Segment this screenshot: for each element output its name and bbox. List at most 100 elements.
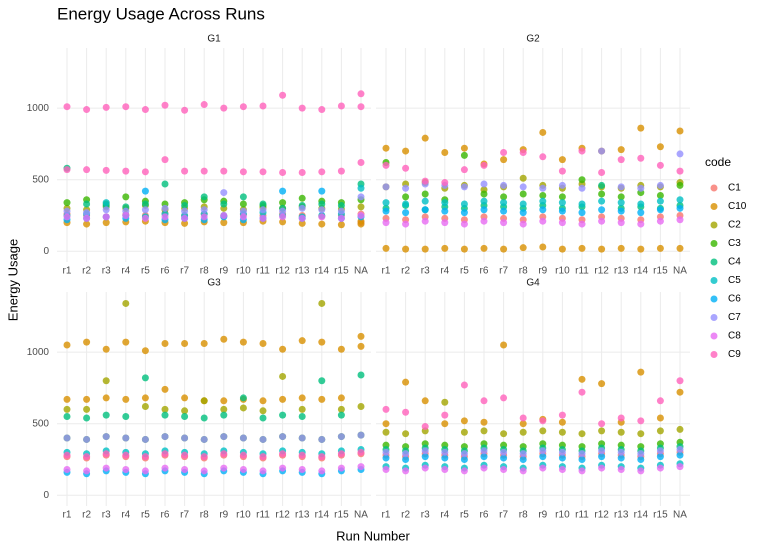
x-tick-label: r6 — [480, 510, 489, 521]
x-tick-label: r13 — [614, 266, 629, 277]
point — [102, 394, 110, 402]
point — [500, 430, 508, 438]
point — [598, 464, 606, 472]
x-tick-label: NA — [354, 266, 368, 277]
point — [298, 337, 306, 345]
point — [617, 219, 625, 227]
point — [102, 450, 110, 458]
point — [239, 213, 247, 221]
point — [519, 174, 527, 182]
point — [63, 207, 71, 215]
point — [617, 454, 625, 462]
point — [558, 207, 566, 215]
point — [656, 197, 664, 205]
point — [279, 395, 287, 403]
point — [181, 407, 189, 415]
point — [656, 161, 664, 169]
point — [318, 377, 326, 385]
point — [421, 217, 429, 225]
point — [598, 217, 606, 225]
point — [519, 455, 527, 463]
point — [102, 199, 110, 207]
point — [161, 464, 169, 472]
point — [578, 430, 586, 438]
point — [441, 454, 449, 462]
point — [539, 464, 547, 472]
x-tick-label: r15 — [653, 266, 668, 277]
x-tick-label: r12 — [275, 510, 290, 521]
point — [239, 465, 247, 473]
x-tick-label: r7 — [499, 510, 508, 521]
point — [460, 381, 468, 389]
point — [382, 219, 390, 227]
chart-title: Energy Usage Across Runs — [57, 4, 265, 23]
point — [122, 299, 130, 307]
point — [220, 211, 228, 219]
x-tick-label: r5 — [460, 266, 469, 277]
point — [259, 414, 267, 422]
point — [83, 467, 91, 475]
point — [656, 427, 664, 435]
point — [357, 463, 365, 471]
point — [337, 214, 345, 222]
point — [382, 454, 390, 462]
point — [141, 187, 149, 195]
point — [279, 450, 287, 458]
point — [480, 453, 488, 461]
point — [220, 433, 228, 441]
point — [676, 181, 684, 189]
point — [578, 220, 586, 228]
point — [298, 204, 306, 212]
x-tick-label: r5 — [141, 510, 150, 521]
x-tick-label: r9 — [538, 510, 547, 521]
point — [558, 245, 566, 253]
point — [63, 405, 71, 413]
x-tick-label: r1 — [63, 266, 72, 277]
point — [318, 200, 326, 208]
point — [298, 465, 306, 473]
point — [676, 445, 684, 453]
point — [220, 335, 228, 343]
x-tick-label: r6 — [161, 510, 170, 521]
point — [617, 193, 625, 201]
point — [480, 180, 488, 188]
legend-key — [710, 295, 718, 303]
point — [500, 181, 508, 189]
legend-key — [710, 184, 718, 192]
point — [480, 197, 488, 205]
point — [598, 181, 606, 189]
y-tick-label: 1000 — [27, 103, 50, 114]
point — [279, 199, 287, 207]
facet-title: G1 — [207, 34, 221, 45]
point — [122, 413, 130, 421]
point — [539, 206, 547, 214]
point — [102, 411, 110, 419]
point — [357, 342, 365, 350]
x-tick-label: r9 — [219, 510, 228, 521]
point — [298, 451, 306, 459]
point — [558, 411, 566, 419]
point — [441, 465, 449, 473]
legend-label: C6 — [728, 294, 741, 305]
point — [141, 347, 149, 355]
point — [676, 204, 684, 212]
point — [298, 104, 306, 112]
point — [382, 428, 390, 436]
point — [220, 411, 228, 419]
point — [480, 190, 488, 198]
legend-key — [710, 351, 718, 358]
point — [656, 414, 664, 422]
point — [181, 340, 189, 348]
point — [676, 216, 684, 224]
point — [539, 243, 547, 251]
point — [500, 207, 508, 215]
point — [656, 191, 664, 199]
point — [460, 245, 468, 253]
point — [259, 102, 267, 110]
point — [480, 464, 488, 472]
x-tick-label: r11 — [575, 266, 589, 277]
point — [421, 177, 429, 185]
x-tick-label: r10 — [236, 266, 251, 277]
point — [558, 465, 566, 473]
point — [519, 200, 527, 208]
